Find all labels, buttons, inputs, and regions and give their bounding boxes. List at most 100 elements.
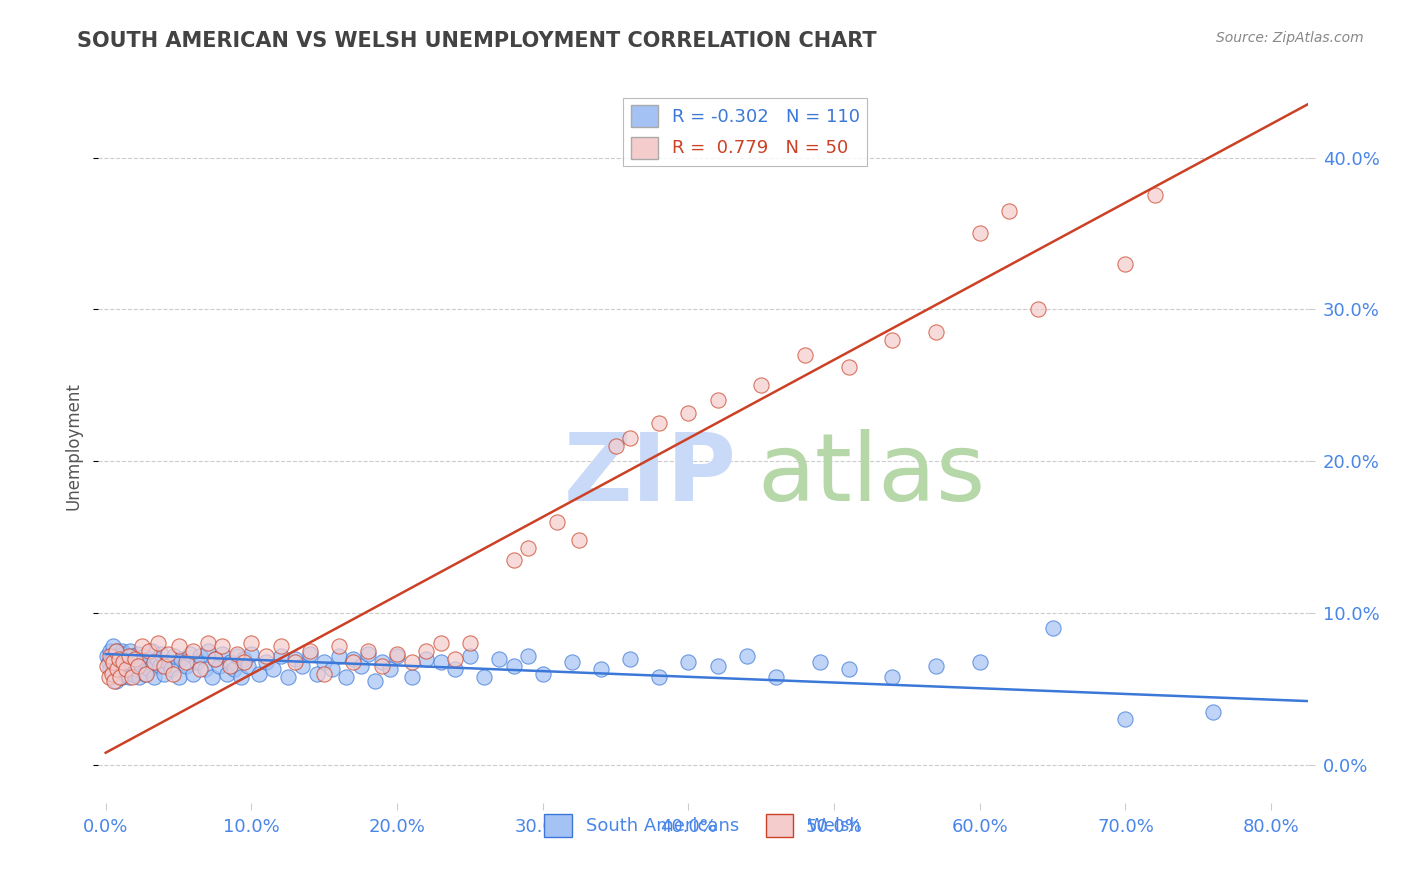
Point	[378, 662, 401, 676]
Point	[284, 655, 307, 669]
Point	[103, 648, 125, 663]
Point	[749, 378, 772, 392]
Point	[401, 670, 423, 684]
Point	[110, 651, 132, 665]
Point	[114, 666, 136, 681]
Point	[120, 659, 142, 673]
Point	[706, 393, 728, 408]
Point	[96, 648, 118, 663]
Point	[1114, 712, 1136, 726]
Point	[794, 348, 817, 362]
Point	[138, 644, 160, 658]
Legend: South Americans, Welsh: South Americans, Welsh	[537, 807, 869, 844]
Point	[222, 662, 245, 676]
Point	[197, 636, 219, 650]
Point	[121, 648, 143, 663]
Point	[163, 648, 186, 663]
Point	[401, 655, 423, 669]
Point	[204, 651, 226, 665]
Point	[233, 655, 256, 669]
Point	[121, 670, 143, 684]
Point	[517, 541, 540, 555]
Point	[969, 655, 991, 669]
Point	[385, 648, 408, 663]
Point	[225, 647, 247, 661]
Point	[231, 670, 253, 684]
Point	[735, 648, 758, 663]
Point	[284, 651, 307, 665]
Point	[298, 644, 321, 658]
Point	[98, 648, 121, 663]
Point	[201, 670, 224, 684]
Point	[118, 648, 141, 663]
Point	[262, 662, 284, 676]
Point	[167, 640, 190, 654]
Point	[364, 674, 387, 689]
Point	[131, 640, 153, 654]
Point	[96, 659, 118, 673]
Point	[517, 648, 540, 663]
Point	[103, 674, 125, 689]
Point	[112, 647, 135, 661]
Point	[298, 647, 321, 661]
Point	[277, 670, 299, 684]
Point	[204, 651, 226, 665]
Text: SOUTH AMERICAN VS WELSH UNEMPLOYMENT CORRELATION CHART: SOUTH AMERICAN VS WELSH UNEMPLOYMENT COR…	[77, 31, 877, 51]
Point	[108, 648, 131, 663]
Text: atlas: atlas	[758, 428, 986, 521]
Point	[208, 659, 231, 673]
Y-axis label: Unemployment: Unemployment	[65, 382, 83, 510]
Point	[190, 648, 212, 663]
Point	[211, 647, 233, 661]
Point	[190, 662, 212, 676]
Point	[129, 651, 152, 665]
Point	[808, 655, 831, 669]
Point	[589, 662, 612, 676]
Point	[150, 647, 173, 661]
Point	[117, 662, 139, 676]
Point	[531, 666, 554, 681]
Point	[678, 655, 700, 669]
Point	[619, 431, 641, 445]
Point	[120, 644, 142, 658]
Point	[145, 651, 167, 665]
Point	[194, 662, 217, 676]
Point	[146, 636, 169, 650]
Point	[124, 651, 146, 665]
Point	[925, 659, 948, 673]
Point	[97, 655, 120, 669]
Point	[162, 666, 184, 681]
Point	[167, 670, 190, 684]
Point	[706, 659, 728, 673]
Point	[149, 659, 172, 673]
Point	[648, 416, 671, 430]
Point	[254, 655, 277, 669]
Point	[882, 670, 904, 684]
Point	[429, 636, 451, 650]
Point	[122, 666, 145, 681]
Point	[357, 647, 380, 661]
Point	[415, 644, 437, 658]
Point	[100, 666, 122, 681]
Point	[838, 662, 860, 676]
Point	[458, 648, 481, 663]
Point	[111, 644, 134, 658]
Point	[218, 659, 240, 673]
Point	[605, 439, 627, 453]
Point	[104, 644, 127, 658]
Point	[342, 655, 364, 669]
Point	[342, 651, 364, 665]
Point	[502, 553, 524, 567]
Point	[104, 655, 127, 669]
Point	[969, 227, 991, 241]
Point	[502, 659, 524, 673]
Point	[225, 648, 247, 663]
Point	[138, 662, 160, 676]
Text: Source: ZipAtlas.com: Source: ZipAtlas.com	[1216, 31, 1364, 45]
Point	[115, 648, 138, 663]
Point	[270, 648, 292, 663]
Point	[314, 655, 336, 669]
Point	[142, 655, 165, 669]
Point	[238, 659, 260, 673]
Point	[100, 651, 122, 665]
